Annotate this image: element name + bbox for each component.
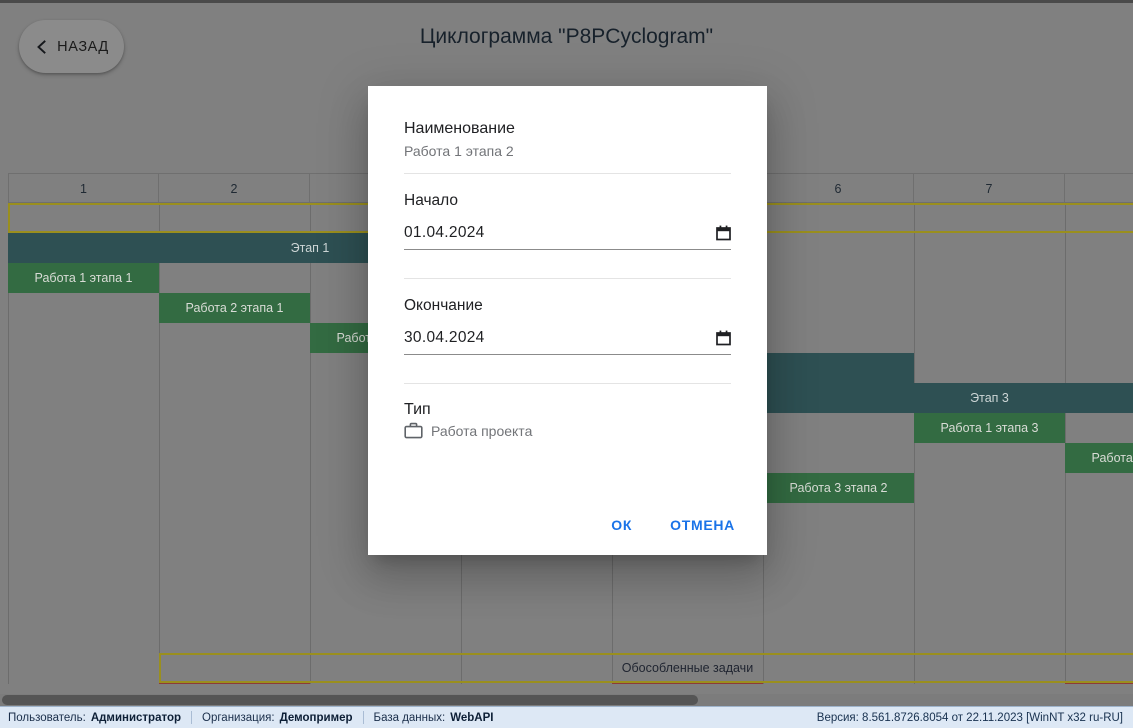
cyclogram-bar[interactable]: Работа 1 этапа 3 — [914, 413, 1065, 443]
horizontal-scrollbar-thumb[interactable] — [2, 695, 698, 705]
cyclogram-column-header: 1 — [8, 174, 159, 203]
briefcase-icon — [404, 422, 423, 439]
status-user-value: Администратор — [90, 711, 182, 724]
cyclogram-bar[interactable]: Этап 3 — [763, 383, 1133, 413]
horizontal-scrollbar[interactable] — [0, 694, 1133, 706]
status-org-label: Организация: — [202, 711, 275, 724]
cancel-button[interactable]: ОТМЕНА — [658, 509, 747, 541]
end-date-row[interactable]: 30.04.2024 — [404, 329, 731, 355]
name-value: Работа 1 этапа 2 — [404, 143, 514, 159]
cyclogram-row[interactable] — [8, 563, 1133, 593]
cyclogram-bar[interactable]: Работа 2 этапа 1 — [159, 293, 310, 323]
status-separator — [362, 711, 364, 724]
divider — [404, 278, 731, 279]
type-value: Работа проекта — [431, 422, 533, 439]
cyclogram-gridline — [914, 203, 915, 688]
field-start: Начало 01.04.2024 — [404, 174, 731, 264]
status-db-label: База данных: — [373, 711, 446, 724]
cyclogram-row[interactable] — [8, 593, 1133, 623]
status-db-value: WebAPI — [450, 711, 494, 724]
end-date-input[interactable]: 30.04.2024 — [404, 329, 485, 346]
back-button-label: НАЗАД — [57, 38, 109, 55]
end-label: Окончание — [404, 297, 483, 314]
dialog-body: Наименование Работа 1 этапа 2 Начало 01.… — [368, 86, 767, 453]
cyclogram-gridline — [310, 203, 311, 688]
status-user-label: Пользователь: — [8, 711, 86, 724]
field-name: Наименование Работа 1 этапа 2 — [404, 120, 731, 173]
cyclogram-bar[interactable]: Обособленные задачи — [159, 653, 1133, 683]
cyclogram-column-header: 2 — [159, 174, 310, 203]
status-bar: Пользователь: Администратор Организация:… — [0, 706, 1133, 728]
cyclogram-bar[interactable]: Работа 3 этапа 2 — [763, 473, 914, 503]
field-end: Окончание 30.04.2024 — [404, 279, 731, 369]
status-bar-left: Пользователь: Администратор Организация:… — [0, 711, 493, 724]
start-date-row[interactable]: 01.04.2024 — [404, 224, 731, 250]
calendar-icon[interactable] — [716, 330, 731, 346]
cyclogram-row[interactable] — [8, 653, 1133, 683]
gantt-bottom-gap — [0, 684, 1133, 694]
cyclogram-column-header: 8 — [1065, 174, 1133, 203]
cyclogram-column-header: 6 — [763, 174, 914, 203]
name-label: Наименование — [404, 120, 515, 137]
type-row: Работа проекта — [404, 422, 731, 439]
divider — [404, 383, 731, 384]
dialog-actions: ОК ОТМЕНА — [599, 509, 747, 541]
window-top-strip — [0, 0, 1133, 3]
cyclogram-row[interactable] — [8, 623, 1133, 653]
status-org-value: Демопример — [279, 711, 353, 724]
cyclogram-bar[interactable]: Работа 1 этапа 1 — [8, 263, 159, 293]
cyclogram-gridline — [159, 203, 160, 688]
start-date-input[interactable]: 01.04.2024 — [404, 224, 485, 241]
start-label: Начало — [404, 192, 459, 209]
cyclogram-gridline — [8, 203, 9, 688]
page-title: Циклограмма "P8PCyclogram" — [419, 25, 714, 48]
divider — [404, 173, 731, 174]
status-version: Версия: 8.561.8726.8054 от 22.11.2023 [W… — [816, 711, 1123, 724]
edit-task-dialog[interactable]: Наименование Работа 1 этапа 2 Начало 01.… — [368, 86, 767, 555]
calendar-icon[interactable] — [716, 225, 731, 241]
cyclogram-column-header: 7 — [914, 174, 1065, 203]
back-button[interactable]: НАЗАД — [19, 20, 124, 73]
ok-button[interactable]: ОК — [599, 509, 644, 541]
field-type: Тип Работа проекта — [404, 384, 731, 453]
chevron-left-icon — [34, 39, 50, 55]
type-label: Тип — [404, 401, 431, 418]
status-separator — [191, 711, 193, 724]
cyclogram-bar[interactable]: Работа 2 этапа 3 — [1065, 443, 1133, 473]
